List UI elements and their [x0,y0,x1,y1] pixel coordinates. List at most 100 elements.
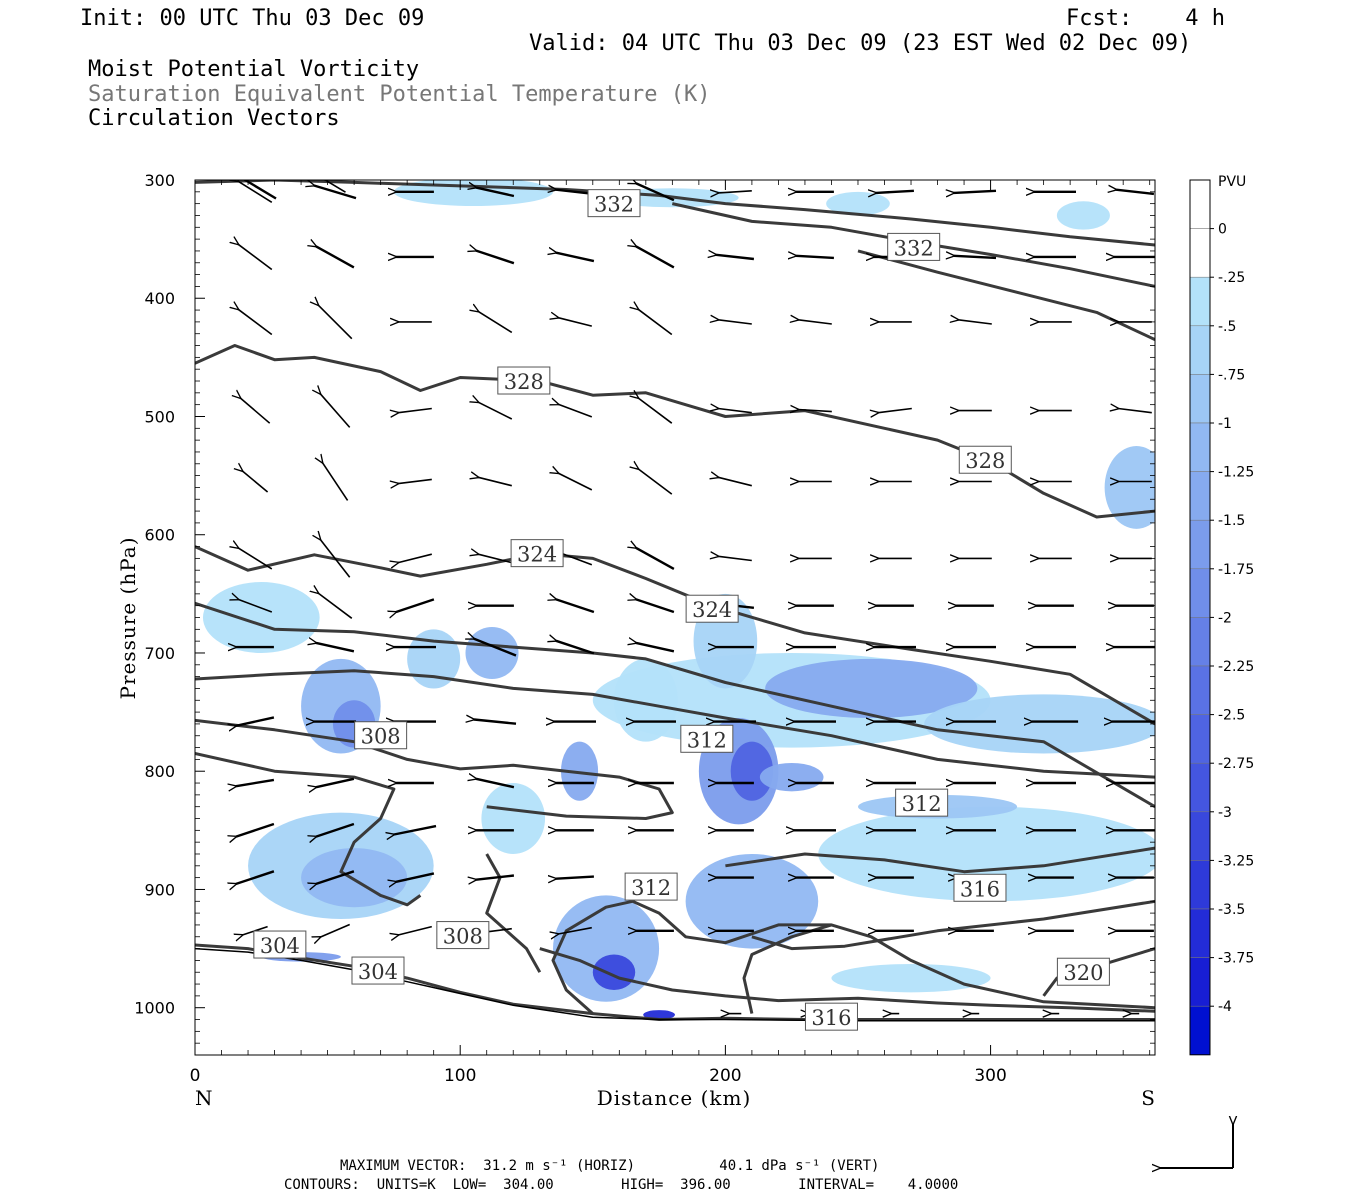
contour-label-3: 328 [958,445,1012,474]
y-tick-label: 300 [144,171,175,190]
colorbar-level-label: 0 [1218,222,1227,238]
colorbar-swatch-11 [1189,714,1211,764]
theta-contour-12 [725,846,1155,874]
y-tick-label: 400 [144,289,175,308]
pv-region-20 [592,954,636,990]
vector-arrow-7-5 [636,599,675,614]
contour-label-text: 308 [443,925,483,949]
vector-arrow-6-6 [718,556,752,562]
vector-arrow-1-5 [636,183,675,202]
vector-arrow-12-1 [316,870,355,884]
contour-label-5: 324 [685,594,739,623]
contour-label-text: 316 [960,877,1000,901]
vector-arrow-11-1 [316,822,355,837]
theta-contour-5 [195,601,1155,808]
vector-arrow-3-0 [238,309,273,336]
y-tick-label: 800 [144,762,175,781]
vector-arrow-4-6 [718,409,752,414]
colorbar-swatch-16 [1189,957,1211,1007]
contour-label-text: 312 [631,876,671,900]
vector-arrow-8-5 [636,643,675,653]
reference-vector [1160,1124,1233,1168]
vector-arrow-6-3 [478,554,512,564]
vector-arrow-4-0 [240,398,271,424]
colorbar-unit: PVU [1218,174,1246,190]
vector-arrow-2-5 [636,246,675,269]
forecast-hour: Fcst: 4 h [1066,6,1225,31]
vector-arrow-5-1 [322,463,349,501]
colorbar-swatch-15 [1189,908,1211,958]
contours-note: CONTOURS: UNITS=K LOW= 304.00 HIGH= 396.… [284,1177,959,1193]
contour-label-text: 324 [692,598,732,622]
vector-arrow-4-3 [478,402,513,420]
colorbar-swatch-3 [1189,325,1211,375]
vector-arrow-1-6 [718,191,752,193]
vector-arrow-6-0 [238,548,273,570]
contour-label-box [685,594,739,623]
colorbar-swatch-10 [1189,665,1211,715]
pv-region-13 [759,762,824,792]
colorbar-level-label: -3.5 [1218,902,1245,918]
theta-contour-11 [551,899,1155,1015]
contour-label-0: 332 [587,189,641,218]
vector-arrow-6-1 [320,540,351,578]
colorbar-level-label: -2.75 [1218,756,1254,772]
contour-label-box [953,873,1007,902]
vector-arrow-1-0 [238,181,273,203]
vector-arrow-5-6 [718,477,752,487]
contour-label-14: 320 [1056,957,1110,986]
contour-label-10: 316 [953,873,1007,902]
vector-arrow-2-7 [796,256,834,258]
vector-arrow-4-4 [558,404,593,418]
theta-contour-0 [195,180,1155,247]
contour-label-15: 316 [804,1002,858,1031]
contour-label-9: 312 [624,872,678,901]
vector-arrow-10-0 [236,778,275,786]
colorbar-level-label: -.25 [1218,270,1245,286]
contour-label-12: 304 [351,956,405,985]
theta-contour-2 [857,249,1155,341]
ground-surface-line [195,947,1155,1022]
colorbar-level-label: -3 [1218,805,1232,821]
contour-label-1: 332 [887,232,941,261]
contour-label-box [680,724,734,753]
contour-label-text: 304 [260,934,300,958]
vector-arrow-8-3 [474,639,517,657]
contour-label-6: 308 [354,721,408,750]
colorbar-level-label: -3.75 [1218,951,1254,967]
y-tick-label: 900 [144,880,175,899]
vector-arrow-4-5 [638,398,673,424]
contour-label-text: 304 [358,960,398,984]
theta-contour-8 [195,752,422,907]
contour-label-text: 328 [965,449,1005,473]
theta-contour-16 [485,853,542,973]
vector-arrow-8-1 [316,643,355,653]
contour-label-4: 324 [510,539,564,568]
contour-label-text: 324 [517,543,557,567]
vector-arrow-7-2 [396,598,435,612]
pv-region-26 [643,1010,675,1020]
contour-label-box [497,366,551,395]
pv-region-25 [831,963,991,993]
vector-arrow-1-9 [954,191,997,193]
vector-arrow-1-1 [314,186,357,200]
contour-label-text: 328 [504,370,544,394]
vector-arrow-5-3 [478,477,512,487]
vector-arrow-3-5 [638,309,673,336]
contour-label-box [1056,957,1110,986]
pv-region-4 [1104,446,1155,529]
pv-region-28 [481,783,546,854]
vector-arrow-4-11 [1118,409,1152,414]
colorbar-swatch-0 [1189,179,1211,229]
north-end-label: N [195,1086,213,1110]
vector-arrow-2-1 [316,246,355,269]
colorbar-level-label: -2.5 [1218,708,1245,724]
contour-label-text: 312 [902,792,942,816]
vector-arrow-10-1 [316,777,355,787]
colorbar-level-label: -4 [1218,999,1232,1015]
colorbar-swatch-6 [1189,471,1211,521]
init-time: Init: 00 UTC Thu 03 Dec 09 [80,6,425,31]
vector-arrow-3-9 [958,320,992,325]
vector-arrow-11-2 [394,824,437,834]
pv-region-5 [202,582,320,653]
